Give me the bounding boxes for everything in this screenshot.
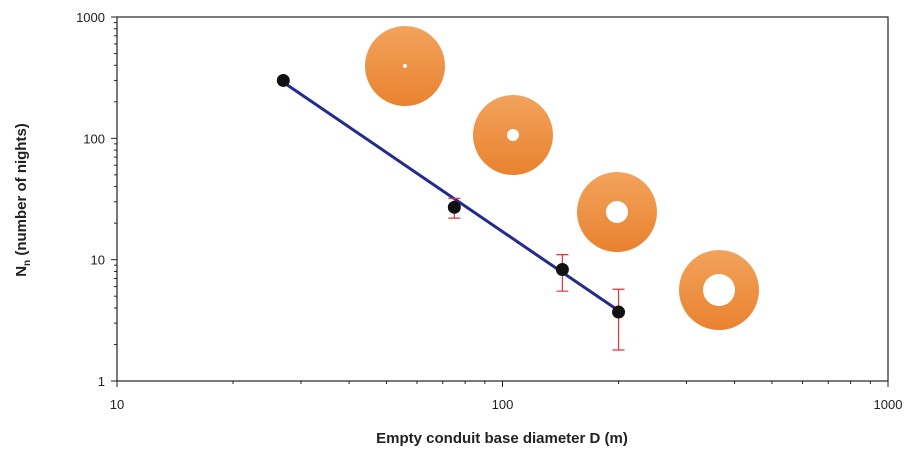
ring-icons <box>365 26 759 330</box>
fit-line <box>282 80 620 312</box>
plot-frame <box>116 16 889 382</box>
y-tick-label: 10 <box>91 253 105 268</box>
x-tick-label: 100 <box>492 397 514 412</box>
x-tick-label: 1000 <box>874 397 903 412</box>
x-tick-label: 10 <box>110 397 124 412</box>
ring-hole <box>507 129 519 141</box>
ring-hole <box>403 64 407 68</box>
y-label-rest: (number of nights) <box>13 123 30 260</box>
y-tick-label: 1000 <box>76 10 105 25</box>
y-tick-label: 1 <box>98 374 105 389</box>
x-axis-label: Empty conduit base diameter D (m) <box>376 430 628 447</box>
y-tick-label: 100 <box>83 131 105 146</box>
ring-hole <box>703 274 735 306</box>
y-label-main: N <box>13 266 30 277</box>
y-label-sub: n <box>22 260 33 266</box>
ring-hole <box>606 201 628 223</box>
y-axis-label: Nn (number of nights) <box>13 123 33 277</box>
error-bar <box>612 288 625 351</box>
data-point <box>276 73 290 87</box>
data-point <box>555 262 569 276</box>
data-point <box>612 305 626 319</box>
data-point <box>447 200 461 214</box>
